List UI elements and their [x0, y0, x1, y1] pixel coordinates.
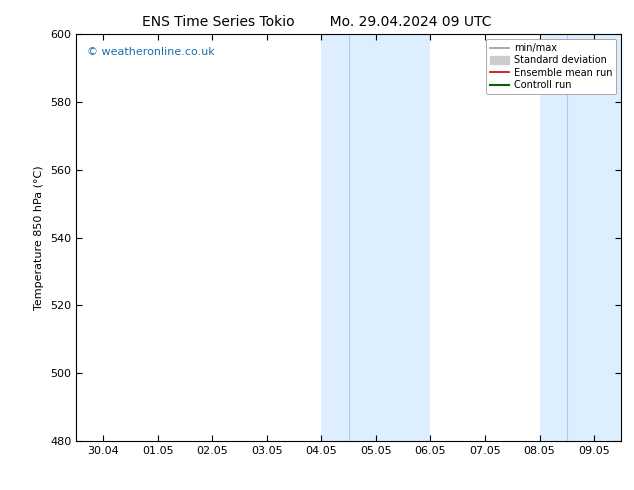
Bar [321, 34, 430, 441]
Y-axis label: Temperature 850 hPa (°C): Temperature 850 hPa (°C) [34, 165, 44, 310]
Bar [540, 34, 621, 441]
Legend: min/max, Standard deviation, Ensemble mean run, Controll run: min/max, Standard deviation, Ensemble me… [486, 39, 616, 94]
Text: © weatheronline.co.uk: © weatheronline.co.uk [87, 47, 215, 56]
Text: ENS Time Series Tokio        Mo. 29.04.2024 09 UTC: ENS Time Series Tokio Mo. 29.04.2024 09 … [142, 15, 492, 29]
